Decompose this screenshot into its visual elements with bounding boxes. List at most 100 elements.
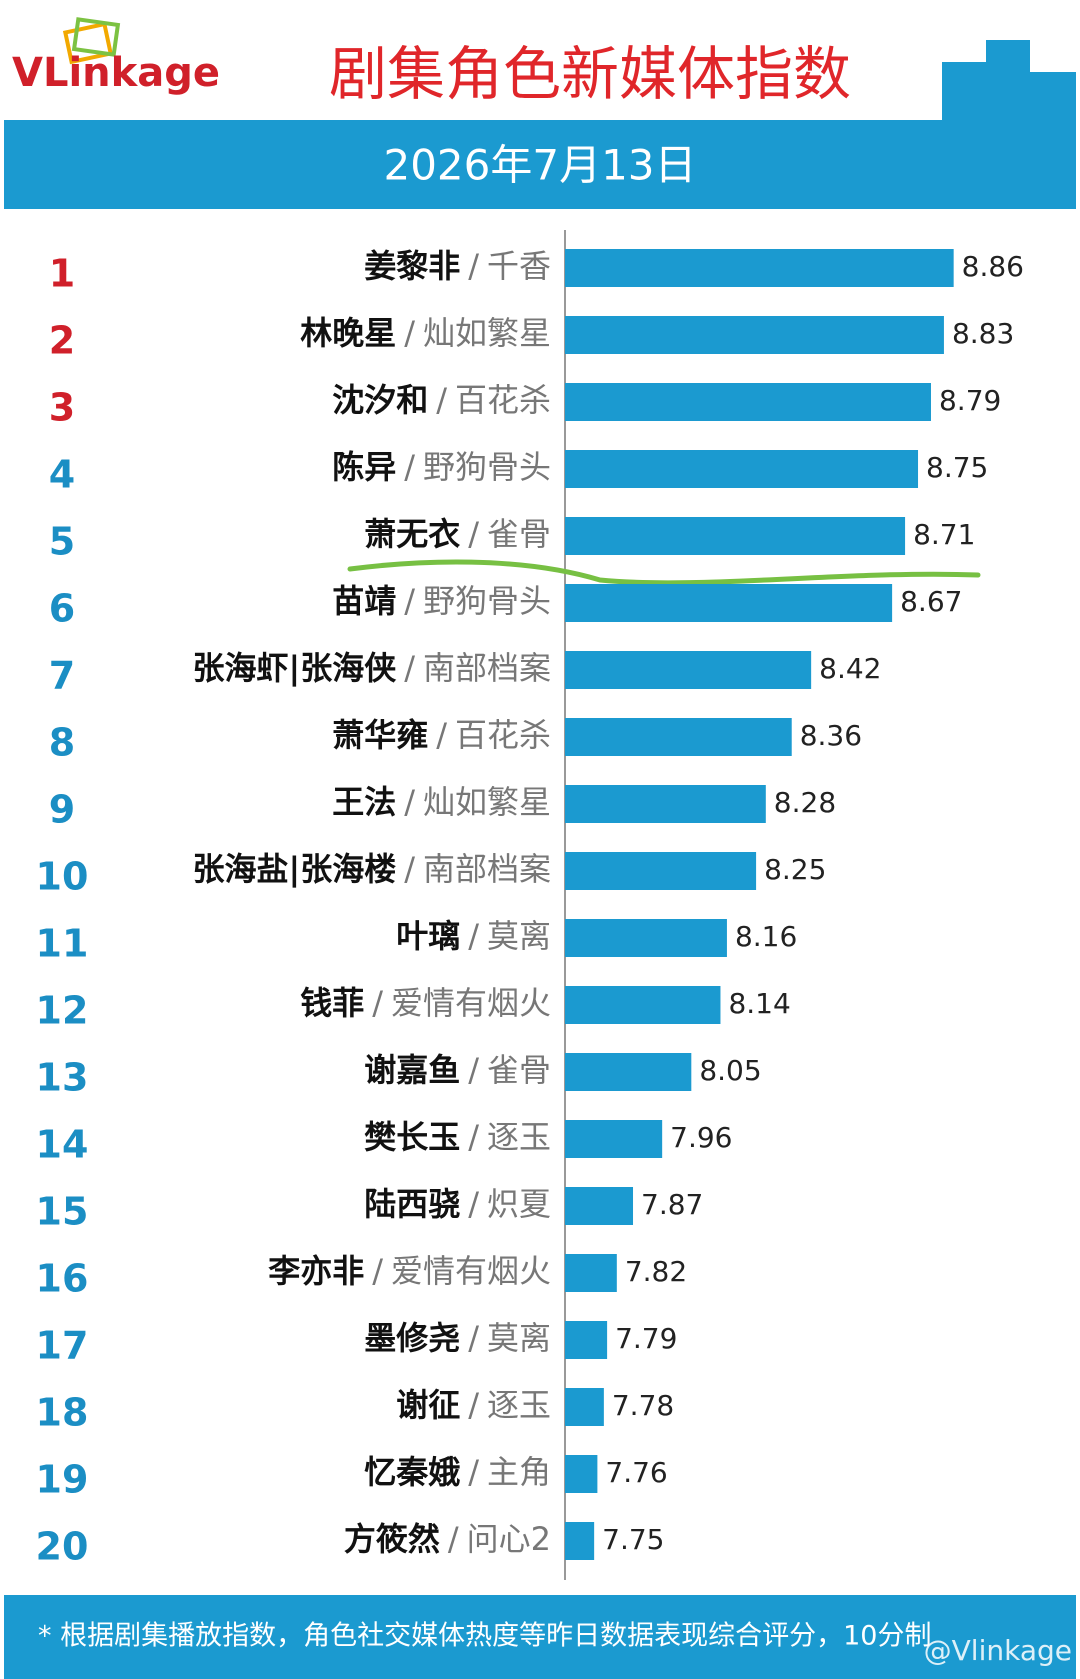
category-label: 苗靖 / 野狗骨头 (332, 582, 551, 620)
show-name: 灿如繁星 (423, 314, 551, 352)
watermark: @Vlinkage (924, 1634, 1072, 1667)
character-name: 叶璃 (396, 917, 460, 955)
rank: 9 (49, 788, 75, 832)
value-label: 8.83 (952, 317, 1014, 350)
character-name: 苗靖 (332, 582, 396, 620)
bar (565, 383, 931, 421)
value-label: 8.79 (939, 384, 1001, 417)
show-name: 主角 (487, 1453, 551, 1491)
category-label: 方筱然 / 问心2 (344, 1520, 551, 1558)
rank: 16 (36, 1257, 89, 1301)
character-name: 陈异 (332, 448, 396, 486)
show-name: 雀骨 (487, 515, 551, 553)
show-name: 南部档案 (423, 850, 551, 888)
bar (565, 852, 757, 890)
category-label: 谢征 / 逐玉 (396, 1386, 551, 1424)
show-name: 炽夏 (487, 1185, 551, 1223)
category-label: 王法 / 灿如繁星 (332, 783, 551, 821)
rank: 19 (36, 1458, 89, 1502)
show-name: 雀骨 (487, 1051, 551, 1089)
rank: 17 (36, 1324, 89, 1368)
show-name: 逐玉 (487, 1386, 551, 1424)
highlight-underline (347, 559, 981, 586)
show-name: 莫离 (487, 1319, 551, 1357)
show-name: 爱情有烟火 (391, 984, 551, 1022)
character-name: 沈汐和 (332, 381, 428, 419)
bar (565, 1120, 663, 1158)
category-label: 张海盐|张海楼 / 南部档案 (193, 850, 552, 889)
rank: 2 (49, 319, 75, 363)
separator: / (404, 314, 415, 352)
bar (565, 316, 944, 354)
bar (565, 919, 727, 957)
date-band (4, 120, 1076, 209)
character-name: 樊长玉 (364, 1118, 460, 1156)
rows: 1 姜黎非 / 千香 8.862 林晚星 / 灿如繁星 8.833 沈汐和 / 百花杀 8.794 陈异 /… (36, 247, 1024, 1569)
bar (565, 584, 893, 622)
logo: VLinkage (12, 50, 220, 96)
character-name: 李亦非 (268, 1252, 364, 1290)
value-label: 7.82 (625, 1255, 687, 1288)
separator: / (372, 1252, 383, 1290)
character-name: 陆西骁 (364, 1185, 460, 1223)
value-label: 7.87 (641, 1188, 703, 1221)
character-name: 忆秦娥 (364, 1453, 460, 1491)
separator: / (436, 716, 447, 754)
show-name: 南部档案 (423, 649, 551, 687)
category-label: 叶璃 / 莫离 (396, 917, 551, 955)
bar (565, 651, 812, 689)
separator: / (372, 984, 383, 1022)
category-label: 沈汐和 / 百花杀 (332, 381, 551, 419)
category-label: 陆西骁 / 炽夏 (364, 1185, 551, 1223)
separator: / (468, 1453, 479, 1491)
category-label: 萧华雍 / 百花杀 (332, 716, 551, 754)
separator: / (404, 448, 415, 486)
show-name: 千香 (487, 247, 551, 285)
separator: / (468, 917, 479, 955)
separator: / (468, 1386, 479, 1424)
bar (565, 450, 919, 488)
value-label: 7.76 (605, 1456, 667, 1489)
show-name: 爱情有烟火 (391, 1252, 551, 1290)
category-label: 樊长玉 / 逐玉 (364, 1118, 551, 1156)
bar (565, 1254, 617, 1292)
value-label: 8.75 (926, 451, 988, 484)
separator: / (436, 381, 447, 419)
character-name: 张海盐|张海楼 (193, 850, 397, 889)
category-label: 姜黎非 / 千香 (364, 247, 551, 285)
rank: 10 (36, 855, 89, 899)
rank: 14 (36, 1123, 89, 1167)
value-label: 8.67 (900, 585, 962, 618)
rank: 5 (49, 520, 75, 564)
character-name: 萧无衣 (364, 515, 460, 553)
value-label: 8.36 (800, 719, 862, 752)
show-name: 百花杀 (455, 381, 551, 419)
separator: / (404, 850, 415, 888)
category-label: 忆秦娥 / 主角 (364, 1453, 551, 1491)
bar (565, 1522, 595, 1560)
category-label: 墨修尧 / 莫离 (364, 1319, 551, 1357)
value-label: 8.05 (699, 1054, 761, 1087)
separator: / (448, 1520, 459, 1558)
separator: / (468, 1319, 479, 1357)
character-name: 墨修尧 (364, 1319, 460, 1357)
bar (565, 1321, 608, 1359)
value-label: 8.42 (819, 652, 881, 685)
bar (565, 785, 766, 823)
value-label: 7.79 (615, 1322, 677, 1355)
bar (565, 1053, 692, 1091)
category-label: 李亦非 / 爱情有烟火 (268, 1252, 551, 1290)
character-name: 方筱然 (344, 1520, 440, 1558)
bar (565, 718, 792, 756)
character-name: 钱菲 (300, 984, 364, 1022)
rank: 20 (36, 1525, 89, 1569)
bar (565, 517, 906, 555)
separator: / (404, 649, 415, 687)
separator: / (468, 247, 479, 285)
show-name: 野狗骨头 (423, 448, 551, 486)
value-label: 8.28 (774, 786, 836, 819)
character-name: 萧华雍 (332, 716, 428, 754)
podium-icon (942, 40, 1076, 120)
category-label: 谢嘉鱼 / 雀骨 (364, 1051, 551, 1089)
value-label: 8.71 (913, 518, 975, 551)
